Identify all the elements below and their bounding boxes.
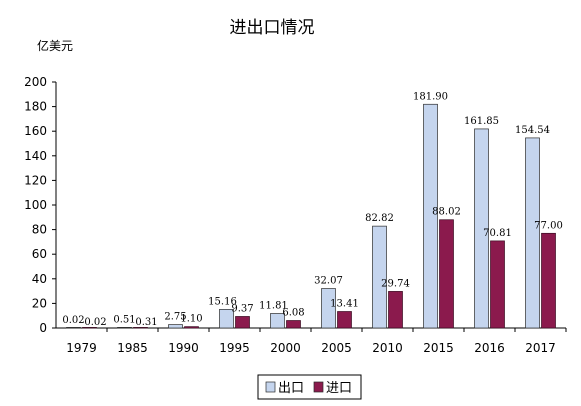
y-tick-label: 60: [32, 247, 47, 261]
y-axis-unit-label: 亿美元: [37, 38, 73, 53]
bar-import: [541, 232, 556, 329]
y-tick-label: 180: [24, 100, 47, 114]
x-tick-label: 1985: [117, 341, 148, 355]
y-tick-label: 40: [32, 272, 47, 286]
data-label-import: 0.31: [135, 317, 157, 328]
x-tick-label: 2005: [321, 341, 352, 355]
legend-label-export: 出口: [278, 381, 304, 396]
legend-swatch-import: [313, 381, 324, 393]
x-tick-label: 2000: [270, 341, 301, 355]
data-label-export: 82.82: [365, 213, 394, 224]
data-label-export: 15.16: [208, 296, 237, 307]
data-label-export: 32.07: [314, 276, 343, 287]
y-tick-label: 80: [32, 223, 47, 237]
data-label-import: 70.81: [483, 228, 512, 239]
x-tick-label: 2010: [372, 341, 403, 355]
bar-import: [235, 316, 250, 329]
x-tick-label: 2015: [423, 341, 454, 355]
bar-export: [117, 327, 132, 329]
bar-import: [388, 291, 403, 329]
y-tick-label: 20: [32, 296, 47, 310]
bar-export: [525, 137, 540, 329]
data-label-export: 2.75: [164, 312, 186, 323]
data-label-import: 29.74: [381, 278, 410, 289]
data-label-export: 0.02: [62, 315, 84, 326]
bar-export: [270, 313, 285, 329]
chart-title: 进出口情况: [230, 18, 315, 38]
data-label-export: 0.51: [113, 314, 135, 325]
data-label-import: 13.41: [330, 299, 359, 310]
bar-import: [439, 219, 454, 329]
legend-label-import: 进口: [326, 381, 352, 396]
bar-import: [82, 327, 97, 329]
bar-export: [321, 288, 336, 329]
y-tick-label: 100: [24, 198, 47, 212]
data-label-export: 161.85: [464, 116, 499, 127]
x-tick-label: 1995: [219, 341, 250, 355]
bar-import: [490, 240, 505, 329]
y-tick-label: 140: [24, 149, 47, 163]
data-label-export: 181.90: [413, 91, 448, 102]
bar-export: [423, 103, 438, 329]
bar-export: [372, 225, 387, 329]
data-label-import: 6.08: [282, 308, 304, 319]
x-tick-label: 2017: [525, 341, 556, 355]
y-tick-label: 200: [24, 75, 47, 89]
bar-export: [168, 324, 183, 329]
x-tick-label: 2016: [474, 341, 505, 355]
x-tick-label: 1990: [168, 341, 199, 355]
bar-import: [184, 326, 199, 329]
y-tick-label: 0: [39, 321, 47, 335]
data-label-import: 0.02: [84, 317, 106, 328]
y-tick-label: 160: [24, 124, 47, 138]
bar-export: [219, 309, 234, 329]
bar-import: [286, 320, 301, 329]
bar-import: [337, 311, 352, 329]
data-label-export: 11.81: [259, 300, 288, 311]
y-tick-label: 120: [24, 173, 47, 187]
data-label-import: 88.02: [432, 207, 461, 218]
bar-export: [66, 327, 81, 329]
data-label-import: 1.10: [180, 314, 202, 325]
plot-area: 0 20 40 60 80 100 120 140 160 180 200 1979 0.02 0.02 1…: [24, 75, 567, 355]
data-label-export: 154.54: [515, 125, 550, 136]
bar-export: [474, 128, 489, 329]
bar-import: [133, 327, 148, 329]
data-label-import: 9.37: [231, 303, 253, 314]
x-tick-label: 1979: [66, 341, 97, 355]
legend: 出口 进口: [257, 374, 362, 400]
legend-swatch-export: [265, 381, 276, 393]
data-label-import: 77.00: [534, 220, 563, 231]
